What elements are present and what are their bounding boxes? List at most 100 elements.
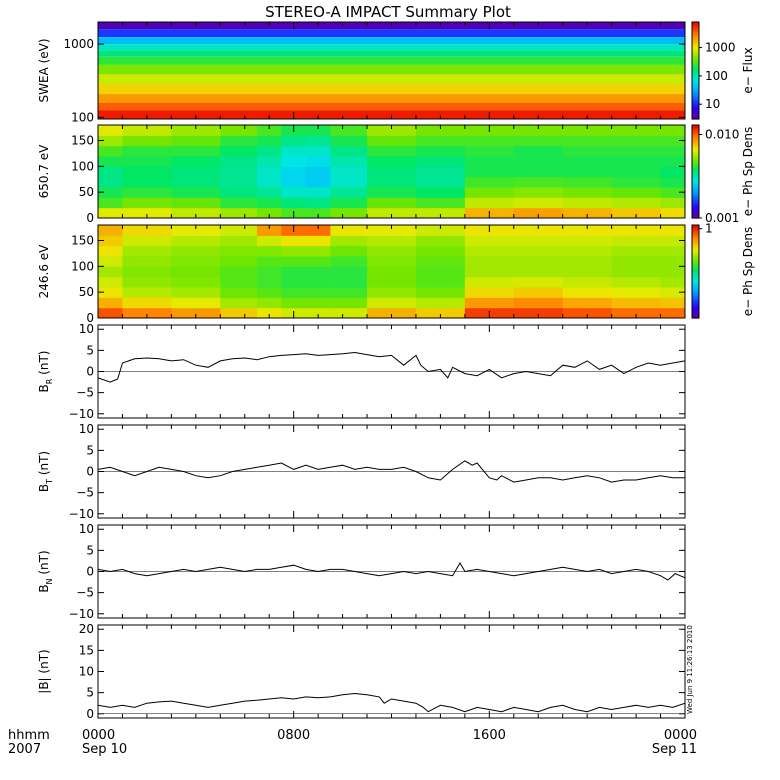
- heatmap-cell: [171, 187, 221, 198]
- y-tick-label: 0: [86, 707, 94, 721]
- heatmap-cell: [305, 145, 331, 157]
- colorbar-step: [692, 255, 699, 259]
- colorbar-step: [692, 283, 699, 287]
- colorbar-step: [692, 36, 699, 40]
- y-tick-label: 1000: [63, 37, 94, 51]
- heatmap-band: [98, 50, 685, 57]
- colorbar-step: [692, 213, 699, 217]
- heatmap-cell: [220, 145, 258, 157]
- heatmap-cell: [367, 297, 417, 309]
- plot-area: [98, 562, 685, 581]
- panel-bmag: 0 5 10 15 20 |B| (nT): [37, 622, 686, 721]
- heatmap-cell: [367, 176, 417, 188]
- heatmap-cell: [660, 235, 685, 247]
- heatmap-cell: [281, 187, 307, 198]
- heatmap-cell: [415, 287, 466, 298]
- heatmap-cell: [171, 307, 221, 318]
- y-tick-label: 100: [71, 110, 94, 124]
- heatmap-cell: [256, 135, 282, 147]
- colorbar-step: [692, 22, 699, 26]
- heatmap-cell: [256, 197, 282, 209]
- heatmap-cell: [330, 145, 368, 157]
- y-tick-label: 5: [86, 443, 94, 457]
- heatmap-cell: [415, 207, 466, 218]
- heatmap-cell: [330, 235, 368, 247]
- heatmap-cell: [281, 276, 307, 288]
- heatmap-cell: [98, 297, 123, 309]
- heatmap-cell: [171, 145, 221, 157]
- heatmap-cell: [513, 235, 564, 247]
- heatmap-cell: [464, 256, 515, 267]
- heatmap-cell: [464, 135, 515, 147]
- colorbar-step: [692, 304, 699, 307]
- colorbar-step: [692, 197, 699, 200]
- heatmap-cell: [220, 287, 258, 298]
- heatmap-cell: [281, 197, 307, 209]
- colorbar-step: [692, 208, 699, 212]
- colorbar-step: [692, 262, 699, 266]
- heatmap-cell: [330, 187, 368, 198]
- heatmap-cell: [415, 125, 466, 136]
- heatmap-cell: [122, 276, 172, 288]
- heatmap-cell: [513, 145, 564, 157]
- heatmap-cell: [330, 287, 368, 298]
- heatmap-cell: [464, 176, 515, 188]
- y-tick-label: −5: [76, 486, 94, 500]
- heatmap-cell: [98, 125, 123, 136]
- colorbar-step: [692, 24, 699, 28]
- heatmap-cell: [281, 145, 307, 157]
- colorbar-step: [692, 290, 699, 294]
- colorbar-step: [692, 252, 699, 256]
- heatmap-cell: [98, 307, 123, 318]
- heatmap-cell: [415, 266, 466, 278]
- colorbar-step: [692, 176, 699, 180]
- heatmap-cell: [562, 145, 613, 157]
- heatmap-cell: [256, 145, 282, 157]
- colorbar-step: [692, 315, 699, 319]
- heatmap-cell: [611, 135, 662, 147]
- heatmap-band: [98, 56, 685, 65]
- heatmap-band: [98, 84, 685, 95]
- heatmap-cell: [256, 225, 282, 236]
- y-tick-label: 0: [86, 311, 94, 325]
- heatmap-cell: [98, 197, 123, 209]
- colorbar-step: [692, 131, 699, 135]
- heatmap-cell: [660, 245, 685, 257]
- y-tick-label: 5: [86, 543, 94, 557]
- heatmap-cell: [611, 276, 662, 288]
- heatmap-cell: [220, 276, 258, 288]
- colorbar-step: [692, 292, 699, 296]
- heatmap-cell: [171, 256, 221, 267]
- heatmap-cell: [660, 207, 685, 218]
- heatmap-cell: [122, 225, 172, 236]
- heatmap-cell: [98, 276, 123, 288]
- colorbar-step: [692, 245, 699, 249]
- heatmap-cell: [660, 287, 685, 298]
- colorbar-step: [692, 159, 699, 163]
- heatmap-cell: [98, 145, 123, 157]
- colorbar-step: [692, 75, 699, 79]
- colorbar-step: [692, 53, 699, 57]
- colorbar-step: [692, 231, 699, 235]
- heatmap-cell: [330, 245, 368, 257]
- heatmap-cell: [513, 187, 564, 198]
- colorbar-pad-650: 0.001 0.010 e− Ph Sp Dens: [691, 124, 755, 225]
- colorbar-step: [692, 29, 699, 33]
- colorbar-step: [692, 55, 699, 59]
- heatmap-cell: [171, 235, 221, 247]
- colorbar-label: e− Ph Sp Dens: [741, 227, 755, 316]
- heatmap-cell: [562, 125, 613, 136]
- plot-area: [98, 22, 685, 119]
- colorbar-step: [692, 104, 699, 108]
- colorbar-step: [692, 82, 699, 86]
- heatmap-cell: [220, 235, 258, 247]
- colorbar-tick-label: 0.010: [705, 128, 739, 142]
- heatmap-cell: [513, 207, 564, 218]
- plot-area: [98, 125, 685, 218]
- heatmap-cell: [562, 176, 613, 188]
- colorbar-step: [692, 106, 699, 110]
- heatmap-band: [98, 94, 685, 103]
- heatmap-cell: [305, 287, 331, 298]
- heatmap-cell: [330, 156, 368, 167]
